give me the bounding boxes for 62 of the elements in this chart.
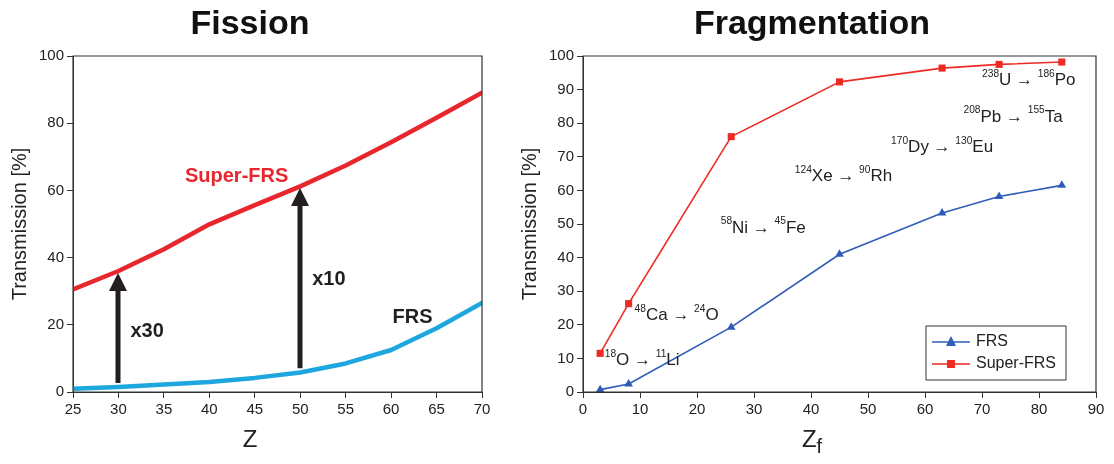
y-tick-label: 40 xyxy=(557,247,575,265)
y-tick-label: 30 xyxy=(557,281,575,299)
x-tick-label: 80 xyxy=(1030,400,1048,418)
point xyxy=(727,133,735,141)
x-tick-label: 30 xyxy=(110,400,127,418)
point xyxy=(994,191,1004,199)
annotation: x30 xyxy=(130,318,164,341)
x-tick-label: 45 xyxy=(246,400,264,418)
x-tick-label: 90 xyxy=(1087,400,1105,418)
y-axis-title: Transmission [%] xyxy=(7,147,30,301)
series-label: FRS xyxy=(392,305,433,328)
x-tick-label: 70 xyxy=(973,400,991,418)
chart-title: Fission xyxy=(189,2,311,43)
legend-label: Super-FRS xyxy=(975,354,1057,372)
y-tick-label: 0 xyxy=(565,382,575,400)
x-tick-label: 40 xyxy=(802,400,820,418)
x-tick-label: 0 xyxy=(578,400,588,418)
annotation: x10 xyxy=(312,266,346,289)
point xyxy=(625,300,633,308)
series-label: Super-FRS xyxy=(184,164,289,187)
y-tick-label: 80 xyxy=(47,113,65,131)
x-tick-label: 20 xyxy=(688,400,706,418)
chart-title: Fragmentation xyxy=(692,2,932,43)
x-tick-label: 25 xyxy=(64,400,82,418)
y-axis-title: Transmission [%] xyxy=(517,147,540,301)
x-tick-label: 30 xyxy=(745,400,763,418)
y-tick-label: 70 xyxy=(557,146,575,164)
point xyxy=(835,249,844,257)
x-tick-label: 65 xyxy=(428,400,445,418)
x-tick-label: 50 xyxy=(291,400,309,418)
y-tick-label: 100 xyxy=(549,46,575,64)
y-tick-label: 10 xyxy=(557,348,575,366)
y-tick-label: 50 xyxy=(557,214,575,232)
legend-label: FRS xyxy=(975,332,1008,350)
x-tick-label: 35 xyxy=(155,400,173,418)
x-tick-label: 40 xyxy=(201,400,218,418)
x-axis-title: Z xyxy=(241,424,259,454)
x-tick-label: 60 xyxy=(382,400,400,418)
x-tick-label: 60 xyxy=(916,400,934,418)
point xyxy=(937,207,947,216)
point xyxy=(835,78,844,86)
x-tick-label: 50 xyxy=(859,400,877,418)
y-tick-label: 0 xyxy=(55,382,65,400)
point xyxy=(726,322,736,330)
y-tick-label: 60 xyxy=(47,180,65,198)
point xyxy=(596,349,604,357)
y-tick-label: 20 xyxy=(557,314,575,332)
x-axis-title: Z$_{f}$ xyxy=(800,424,824,458)
point xyxy=(1058,58,1066,66)
point xyxy=(938,64,946,72)
x-tick-label: 10 xyxy=(631,400,649,418)
point xyxy=(1057,180,1067,188)
y-tick-label: 60 xyxy=(557,180,575,198)
x-tick-label: 70 xyxy=(473,400,491,418)
point xyxy=(624,378,633,387)
y-tick-label: 40 xyxy=(47,247,65,265)
point xyxy=(995,60,1003,68)
y-tick-label: 100 xyxy=(39,46,65,64)
y-tick-label: 90 xyxy=(557,79,575,97)
x-tick-label: 55 xyxy=(337,400,355,418)
y-tick-label: 20 xyxy=(47,314,65,332)
y-tick-label: 80 xyxy=(557,113,575,131)
